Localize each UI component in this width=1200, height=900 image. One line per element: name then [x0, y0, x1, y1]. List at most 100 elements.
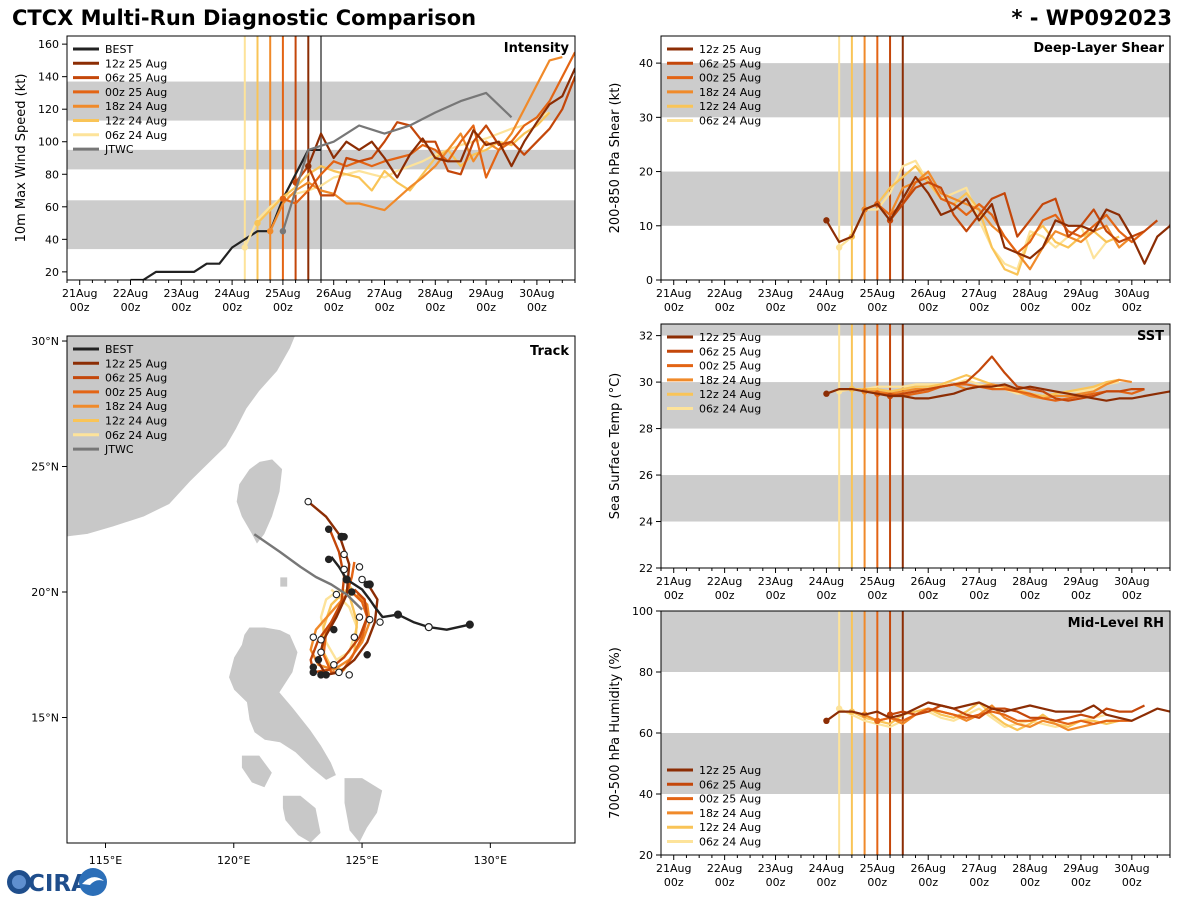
lon-tick-label: 115°E — [89, 854, 122, 867]
x-tick-label-line: 27Aug — [961, 287, 996, 300]
x-tick-label-line: 00z — [1122, 301, 1142, 314]
x-tick-label-line: 30Aug — [1114, 287, 1149, 300]
track-position-marker — [340, 565, 348, 574]
legend-label: 00z 25 Aug — [699, 793, 761, 806]
series-line-06z-25-aug — [889, 355, 1145, 402]
x-tick-label-line: 30Aug — [519, 287, 554, 300]
x-tick-label: 23Aug 00z — [758, 287, 793, 314]
legend-label: 12z 24 Aug — [699, 100, 761, 113]
panel-title: Track — [530, 344, 569, 359]
x-tick-label-line: 25Aug — [265, 287, 300, 300]
lon-tick-label: 125°E — [345, 854, 378, 867]
lat-tick-label: 15°N — [31, 712, 59, 725]
x-tick-label: 22Aug 00z — [707, 287, 742, 314]
legend-label: 00z 25 Aug — [699, 72, 761, 85]
plot-area — [661, 36, 1170, 280]
lat-tick-label: 20°N — [31, 586, 59, 599]
land-panay-negros — [282, 794, 322, 843]
land-mainland-china — [67, 336, 296, 538]
x-tick-label-line: 00z — [1122, 589, 1142, 602]
series-line-best — [130, 148, 321, 280]
y-tick-label: 120 — [38, 103, 59, 116]
series-line-18z-24-aug — [864, 704, 1120, 732]
logo-text: CIRA — [28, 871, 89, 897]
best-track-marker — [393, 610, 403, 619]
x-tick-label-line: 00z — [766, 589, 786, 602]
legend-label: 06z 24 Aug — [699, 403, 761, 416]
track-position-marker — [365, 615, 374, 624]
panel-title: SST — [1137, 329, 1164, 344]
legend-label: 06z 24 Aug — [105, 129, 167, 142]
x-tick-label-line: 00z — [867, 876, 887, 889]
x-tick-label: 29Aug 00z — [468, 287, 503, 314]
y-tick-label: 160 — [38, 38, 59, 51]
emblem-wave-icon — [82, 877, 104, 885]
legend-label: 18z 24 Aug — [699, 86, 761, 99]
x-tick-label: 25Aug 00z — [860, 575, 895, 602]
legend-label: 12z 25 Aug — [699, 43, 761, 56]
lat-tick-label: 30°N — [31, 335, 59, 348]
shade-band — [661, 324, 1170, 336]
track-position-marker — [324, 525, 333, 534]
x-tick-label-line: 29Aug — [1063, 287, 1098, 300]
x-tick-label: 28Aug 00z — [1012, 287, 1047, 314]
x-tick-label-line: 00z — [664, 876, 684, 889]
y-tick-label: 22 — [639, 562, 653, 575]
x-tick-label: 21Aug 00z — [656, 575, 691, 602]
map-frame — [66, 335, 576, 844]
x-tick-label-line: 25Aug — [860, 575, 895, 588]
track-position-marker — [324, 555, 333, 564]
x-tick-label-line: 00z — [527, 301, 547, 314]
x-tick-label-line: 00z — [70, 301, 90, 314]
track-position-marker — [345, 671, 353, 679]
series-start-marker — [835, 244, 843, 251]
best-track-marker — [424, 623, 433, 632]
x-tick-label: 25Aug 00z — [860, 287, 895, 314]
x-tick-label-line: 00z — [867, 301, 887, 314]
x-tick-label-line: 27Aug — [367, 287, 402, 300]
y-tick-label: 30 — [639, 111, 653, 124]
shade-band — [661, 611, 1170, 672]
track-position-marker — [340, 533, 348, 541]
x-tick-label-line: 27Aug — [961, 862, 996, 875]
legend-label: 12z 25 Aug — [699, 764, 761, 777]
legend-label: 00z 25 Aug — [105, 86, 167, 99]
series-start-marker — [823, 217, 830, 224]
legend-label: 06z 24 Aug — [105, 429, 167, 442]
series-line-12z-25-aug — [825, 701, 1170, 722]
x-tick-label: 22Aug 00z — [707, 575, 742, 602]
series-start-marker — [267, 228, 274, 235]
track-position-marker — [330, 625, 338, 634]
y-tick-label: 30 — [639, 376, 653, 389]
shade-band — [661, 63, 1170, 118]
x-tick-label: 27Aug 00z — [961, 575, 996, 602]
x-tick-label: 30Aug 00z — [1114, 287, 1149, 314]
y-tick-label: 26 — [639, 469, 653, 482]
x-tick-label: 23Aug 00z — [758, 575, 793, 602]
series-start-marker — [874, 717, 881, 724]
legend-label: 12z 24 Aug — [699, 388, 761, 401]
x-tick-label-line: 00z — [969, 876, 989, 889]
storm-id: * - WP092023 — [1011, 6, 1172, 30]
legend-label: 18z 24 Aug — [105, 100, 167, 113]
track-position-marker — [309, 633, 318, 641]
x-tick-label-line: 24Aug — [214, 287, 249, 300]
chart-track: 115°E 120°E 125°E 130°E 15°N 20°N 25°N 30°N Trac… — [31, 335, 576, 867]
x-tick-label-line: 26Aug — [910, 287, 945, 300]
series-line-12z-25-aug — [307, 67, 575, 179]
y-tick-label: 60 — [45, 201, 59, 214]
legend-label: 12z 25 Aug — [105, 357, 167, 370]
x-tick-label-line: 00z — [324, 301, 344, 314]
series-start-marker — [823, 390, 830, 397]
y-axis-label: 700-500 hPa Humidity (%) — [608, 647, 623, 819]
x-tick-label-line: 24Aug — [809, 575, 844, 588]
x-tick-label-line: 00z — [1020, 589, 1040, 602]
series-start-marker — [279, 228, 287, 235]
best-track-marker — [465, 620, 474, 629]
globe-inner-icon — [12, 875, 26, 889]
x-tick-label-line: 30Aug — [1114, 575, 1149, 588]
x-tick-label-line: 00z — [715, 301, 735, 314]
x-tick-label-line: 00z — [918, 876, 938, 889]
